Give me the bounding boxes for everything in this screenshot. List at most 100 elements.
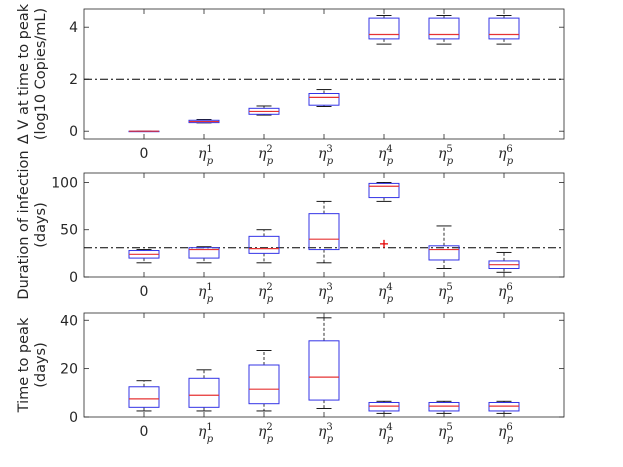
x-tick-label: η5 p xyxy=(438,422,454,445)
x-tick-label-sub: p xyxy=(207,434,214,445)
iqr-box xyxy=(488,17,520,40)
x-tick-label-sup: 2 xyxy=(266,144,272,155)
x-tick-label: η6 p xyxy=(498,282,514,305)
x-tick-label-sup: 1 xyxy=(206,422,212,433)
x-tick-label: η2 p xyxy=(258,144,274,167)
x-tick-label: η1 p xyxy=(198,144,214,167)
box-2 xyxy=(248,229,280,264)
y-tick-label: 0 xyxy=(69,124,78,140)
x-tick-label: η3 p xyxy=(318,422,334,445)
panel-dv: 0 2 4 Δ V at time to peak(log10 Copies/mL) 0… xyxy=(16,3,565,167)
box-6 xyxy=(488,400,520,414)
iqr-box xyxy=(248,235,280,254)
iqr-box xyxy=(368,401,400,412)
box-0 xyxy=(128,380,160,412)
y-tick-label: 2 xyxy=(69,72,78,88)
x-tick-label-sup: 3 xyxy=(326,422,332,433)
y-axis-label-line1: Time to peak xyxy=(16,317,32,413)
box-4 xyxy=(368,400,400,414)
x-tick-label-sup: 3 xyxy=(326,282,332,293)
box-0 xyxy=(128,249,160,264)
box-3 xyxy=(308,89,340,107)
y-tick-label: 100 xyxy=(51,175,78,191)
box-5 xyxy=(428,15,460,45)
x-tick-label-sup: 1 xyxy=(206,144,212,155)
x-tick-label-sup: 5 xyxy=(446,422,452,433)
iqr-box xyxy=(308,213,340,251)
x-tick-label: η5 p xyxy=(438,144,454,167)
x-tick-label-sup: 5 xyxy=(446,282,452,293)
iqr-box xyxy=(188,377,220,408)
iqr-box xyxy=(188,247,220,259)
x-tick-label: 0 xyxy=(140,284,149,300)
x-tick-label-sub: p xyxy=(447,294,454,305)
x-tick-label-base: η xyxy=(498,284,507,300)
x-tick-label-base: η xyxy=(258,146,267,162)
y-tick-label: 0 xyxy=(69,270,78,286)
box-1 xyxy=(188,369,220,412)
x-tick-label-base: η xyxy=(498,424,507,440)
outlier-marker xyxy=(380,239,388,248)
x-tick-label: 0 xyxy=(140,146,149,162)
box-2 xyxy=(248,105,280,116)
iqr-box xyxy=(128,386,160,408)
box-1 xyxy=(188,119,220,124)
x-tick-label-sub: p xyxy=(267,434,274,445)
box-2 xyxy=(248,350,280,412)
iqr-box xyxy=(368,182,400,199)
x-tick-label: η4 p xyxy=(378,144,394,167)
x-tick-label-base: η xyxy=(258,424,267,440)
x-tick-label-base: η xyxy=(438,284,447,300)
box-6 xyxy=(488,251,520,273)
iqr-box xyxy=(308,93,340,106)
x-tick-label-sup: 4 xyxy=(386,422,392,433)
box-6 xyxy=(488,15,520,45)
iqr-box xyxy=(368,17,400,40)
box-5 xyxy=(428,400,460,414)
iqr-box xyxy=(488,401,520,412)
x-tick-label-sup: 4 xyxy=(386,144,392,155)
box-0 xyxy=(128,130,160,133)
x-tick-label: η4 p xyxy=(378,422,394,445)
x-tick-label-base: η xyxy=(258,284,267,300)
y-axis-label: Δ V at time to peak(log10 Copies/mL) xyxy=(16,3,49,144)
x-tick-label: η1 p xyxy=(198,422,214,445)
y-tick-label: 40 xyxy=(60,313,78,329)
x-tick-label-sub: p xyxy=(387,434,394,445)
x-tick-label-base: η xyxy=(198,424,207,440)
x-tick-label: η2 p xyxy=(258,282,274,305)
x-tick-label: η1 p xyxy=(198,282,214,305)
x-tick-label-sub: p xyxy=(387,156,394,167)
y-axis-label: Time to peak(days) xyxy=(16,317,49,413)
iqr-box xyxy=(428,17,460,40)
x-tick-label-sup: 2 xyxy=(266,282,272,293)
box-4 xyxy=(368,182,400,248)
x-tick-label-base: η xyxy=(318,284,327,300)
iqr-box xyxy=(428,401,460,412)
x-tick-label-sub: p xyxy=(447,156,454,167)
y-axis-label-line2: (days) xyxy=(33,342,49,388)
x-tick-label-sup: 1 xyxy=(206,282,212,293)
x-tick-label: η2 p xyxy=(258,422,274,445)
x-tick-label-sub: p xyxy=(507,156,514,167)
x-tick-label-sub: p xyxy=(267,294,274,305)
y-axis-label-line2: (log10 Copies/mL) xyxy=(33,8,49,140)
x-tick-label-sup: 6 xyxy=(506,282,512,293)
x-tick-label: η6 p xyxy=(498,144,514,167)
x-tick-label-sub: p xyxy=(207,156,214,167)
y-tick-label: 20 xyxy=(60,362,78,378)
iqr-box xyxy=(248,364,280,405)
iqr-box xyxy=(428,245,460,261)
x-tick-label-sub: p xyxy=(207,294,214,305)
x-tick-label: η4 p xyxy=(378,282,394,305)
x-tick-label-base: η xyxy=(438,424,447,440)
y-tick-label: 0 xyxy=(69,410,78,426)
x-tick-label-sup: 6 xyxy=(506,144,512,155)
x-tick-label-base: η xyxy=(318,146,327,162)
x-tick-label-sup: 5 xyxy=(446,144,452,155)
y-axis-label-line2: (days) xyxy=(33,202,49,248)
x-tick-label-base: η xyxy=(378,146,387,162)
x-tick-label-base: η xyxy=(378,424,387,440)
x-tick-label-base: η xyxy=(198,146,207,162)
x-tick-label-sub: p xyxy=(267,156,274,167)
